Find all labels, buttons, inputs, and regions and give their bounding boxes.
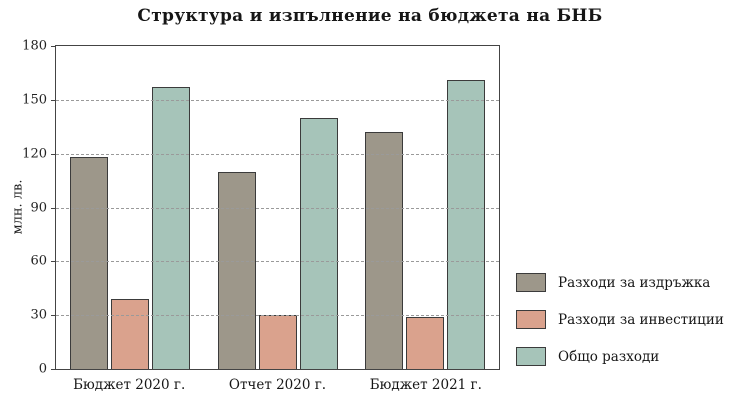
bar xyxy=(299,117,338,369)
bar xyxy=(406,316,445,369)
bar-group xyxy=(204,46,352,369)
legend-label: Разходи за инвестиции xyxy=(558,311,724,328)
bar xyxy=(110,299,149,369)
y-tick-mark xyxy=(51,315,56,317)
x-axis-label: Бюджет 2021 г. xyxy=(369,377,482,393)
y-tick-label: 60 xyxy=(30,253,47,269)
bar-group xyxy=(351,46,499,369)
y-tick-label: 30 xyxy=(30,307,47,323)
legend-item: Разходи за инвестиции xyxy=(516,310,724,329)
plot-area: 0 30 60 90 120 150 180 xyxy=(22,39,500,377)
y-axis-title: млн. лв. xyxy=(10,179,26,235)
y-tick-mark xyxy=(51,207,56,209)
bar xyxy=(69,157,108,369)
y-tick-label: 150 xyxy=(22,92,47,108)
y-tick-mark xyxy=(51,46,56,47)
legend-item: Разходи за издръжка xyxy=(516,273,724,292)
bar xyxy=(217,171,256,369)
legend-item: Общо разходи xyxy=(516,347,724,366)
legend-swatch xyxy=(516,273,546,292)
y-tick-label: 120 xyxy=(22,146,47,162)
y-tick-mark xyxy=(51,261,56,263)
legend-label: Общо разходи xyxy=(558,348,660,365)
gridline xyxy=(56,261,499,263)
bars-container xyxy=(56,46,499,369)
legend: Разходи за издръжка Разходи за инвестиции… xyxy=(516,273,724,366)
legend-swatch xyxy=(516,347,546,366)
legend-swatch xyxy=(516,310,546,329)
y-tick-label: 90 xyxy=(30,200,47,215)
bar xyxy=(151,87,190,369)
x-axis-labels: Бюджет 2020 г. Отчет 2020 г. Бюджет 2021 г… xyxy=(55,377,500,393)
x-axis-label: Бюджет 2020 г. xyxy=(73,377,186,393)
bar-group xyxy=(56,46,204,369)
x-axis-label: Отчет 2020 г. xyxy=(228,377,327,393)
gridline xyxy=(56,153,499,155)
gridline xyxy=(56,99,499,101)
y-tick-label: 0 xyxy=(38,361,47,377)
gridline xyxy=(56,207,499,209)
bar xyxy=(365,132,404,369)
legend-label: Разходи за издръжка xyxy=(558,274,711,291)
y-tick-mark xyxy=(51,153,56,155)
chart-title: Структура и изпълнение на бюджета на БНБ xyxy=(137,6,603,26)
gridline xyxy=(56,315,499,317)
y-tick-mark xyxy=(51,99,56,101)
bar xyxy=(447,80,486,369)
y-tick-mark xyxy=(51,369,56,370)
bar xyxy=(258,315,297,369)
y-tick-label: 180 xyxy=(22,38,47,54)
